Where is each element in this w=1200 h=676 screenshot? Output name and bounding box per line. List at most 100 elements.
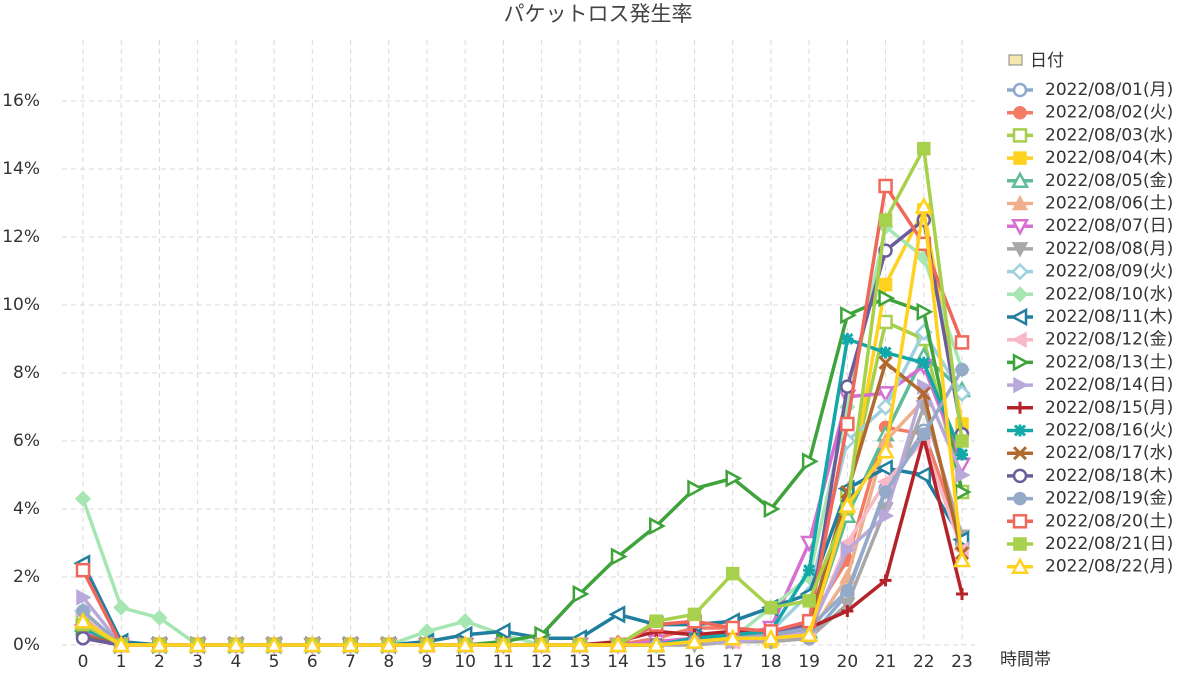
legend-label: 2022/08/12(金) [1045,330,1173,350]
x-tick-label: 3 [192,652,203,672]
legend-title: 日付 [1030,51,1064,71]
marker [952,550,972,568]
x-tick-label: 4 [230,652,241,672]
legend-label: 2022/08/02(火) [1045,103,1173,123]
marker [226,635,245,653]
legend-label: 2022/08/19(金) [1045,489,1173,509]
x-tick-label: 10 [454,652,476,672]
marker [572,584,590,604]
x-tick-label: 11 [493,652,515,672]
marker [723,628,742,646]
y-tick-label: 0% [13,635,40,655]
legend-label: 2022/08/06(土) [1045,194,1173,214]
marker [879,346,892,359]
legend-label: 2022/08/08(月) [1045,239,1173,259]
marker [1012,353,1030,372]
marker [879,574,892,587]
marker [725,566,740,581]
legend-label: 2022/08/04(木) [1045,148,1173,168]
x-tick-label: 8 [383,652,394,672]
x-tick-label: 13 [569,652,591,672]
marker [150,635,169,653]
marker [1013,537,1027,551]
legend-label: 2022/08/01(月) [1045,80,1173,100]
marker [955,448,969,461]
x-tick-label: 16 [684,652,706,672]
legend-label: 2022/08/05(金) [1045,171,1173,191]
series [75,212,970,653]
line [81,296,964,647]
x-tick-label: 23 [951,652,973,672]
series [73,196,972,653]
line [81,184,964,647]
y-tick-label: 8% [13,363,40,383]
marker [916,386,931,401]
legend-label: 2022/08/11(木) [1045,307,1173,327]
marker [1010,307,1028,327]
marker [1011,286,1029,303]
y-tick-label: 12% [2,227,40,247]
marker [1013,491,1027,506]
marker [687,607,702,622]
marker [725,469,743,488]
marker [1010,171,1030,189]
marker [570,635,589,653]
marker [76,589,92,606]
marker [647,635,666,653]
x-tick-label: 18 [760,652,782,672]
x-tick-label: 2 [154,652,165,672]
legend-label: 2022/08/14(日) [1045,375,1173,395]
marker [73,611,93,629]
marker [417,635,437,653]
marker [1012,446,1028,461]
x-tick-label: 0 [78,652,89,672]
marker [113,599,130,616]
x-tick-label: 5 [269,652,280,672]
marker [1013,424,1027,437]
marker [608,605,626,624]
marker [764,600,778,615]
marker [112,635,131,653]
line [81,208,964,647]
marker [876,398,895,416]
marker [687,479,705,498]
marker [532,635,551,653]
marker [878,355,893,370]
marker [1011,331,1027,348]
marker [840,416,855,432]
y-tick-label: 10% [2,295,40,315]
marker [841,332,854,346]
y-tick-label: 2% [13,567,40,587]
y-tick-label: 14% [2,159,40,179]
marker [803,564,816,577]
marker [838,495,857,513]
x-tick-label: 20 [837,652,859,672]
marker [954,335,970,350]
marker [264,635,284,653]
x-tick-label: 14 [607,652,629,672]
x-axis-label: 時間帯 [1000,650,1051,670]
marker [610,547,628,566]
marker [878,289,896,308]
marker [802,594,816,608]
marker [878,277,893,292]
legend-label: 2022/08/16(火) [1045,421,1173,441]
y-tick-label: 4% [13,499,40,519]
legend-label: 2022/08/20(土) [1045,511,1173,531]
marker [840,541,856,559]
marker [953,384,971,403]
x-tick-label: 19 [798,652,820,672]
marker [649,614,664,628]
marker [649,516,666,536]
marker [875,459,893,478]
marker [878,485,893,499]
marker [1011,262,1029,281]
x-tick-label: 12 [531,652,553,672]
marker [917,356,930,369]
marker [840,583,855,598]
x-tick-label: 7 [345,652,356,672]
marker [955,466,971,484]
legend-label: 2022/08/10(水) [1045,284,1173,304]
marker [75,630,91,646]
